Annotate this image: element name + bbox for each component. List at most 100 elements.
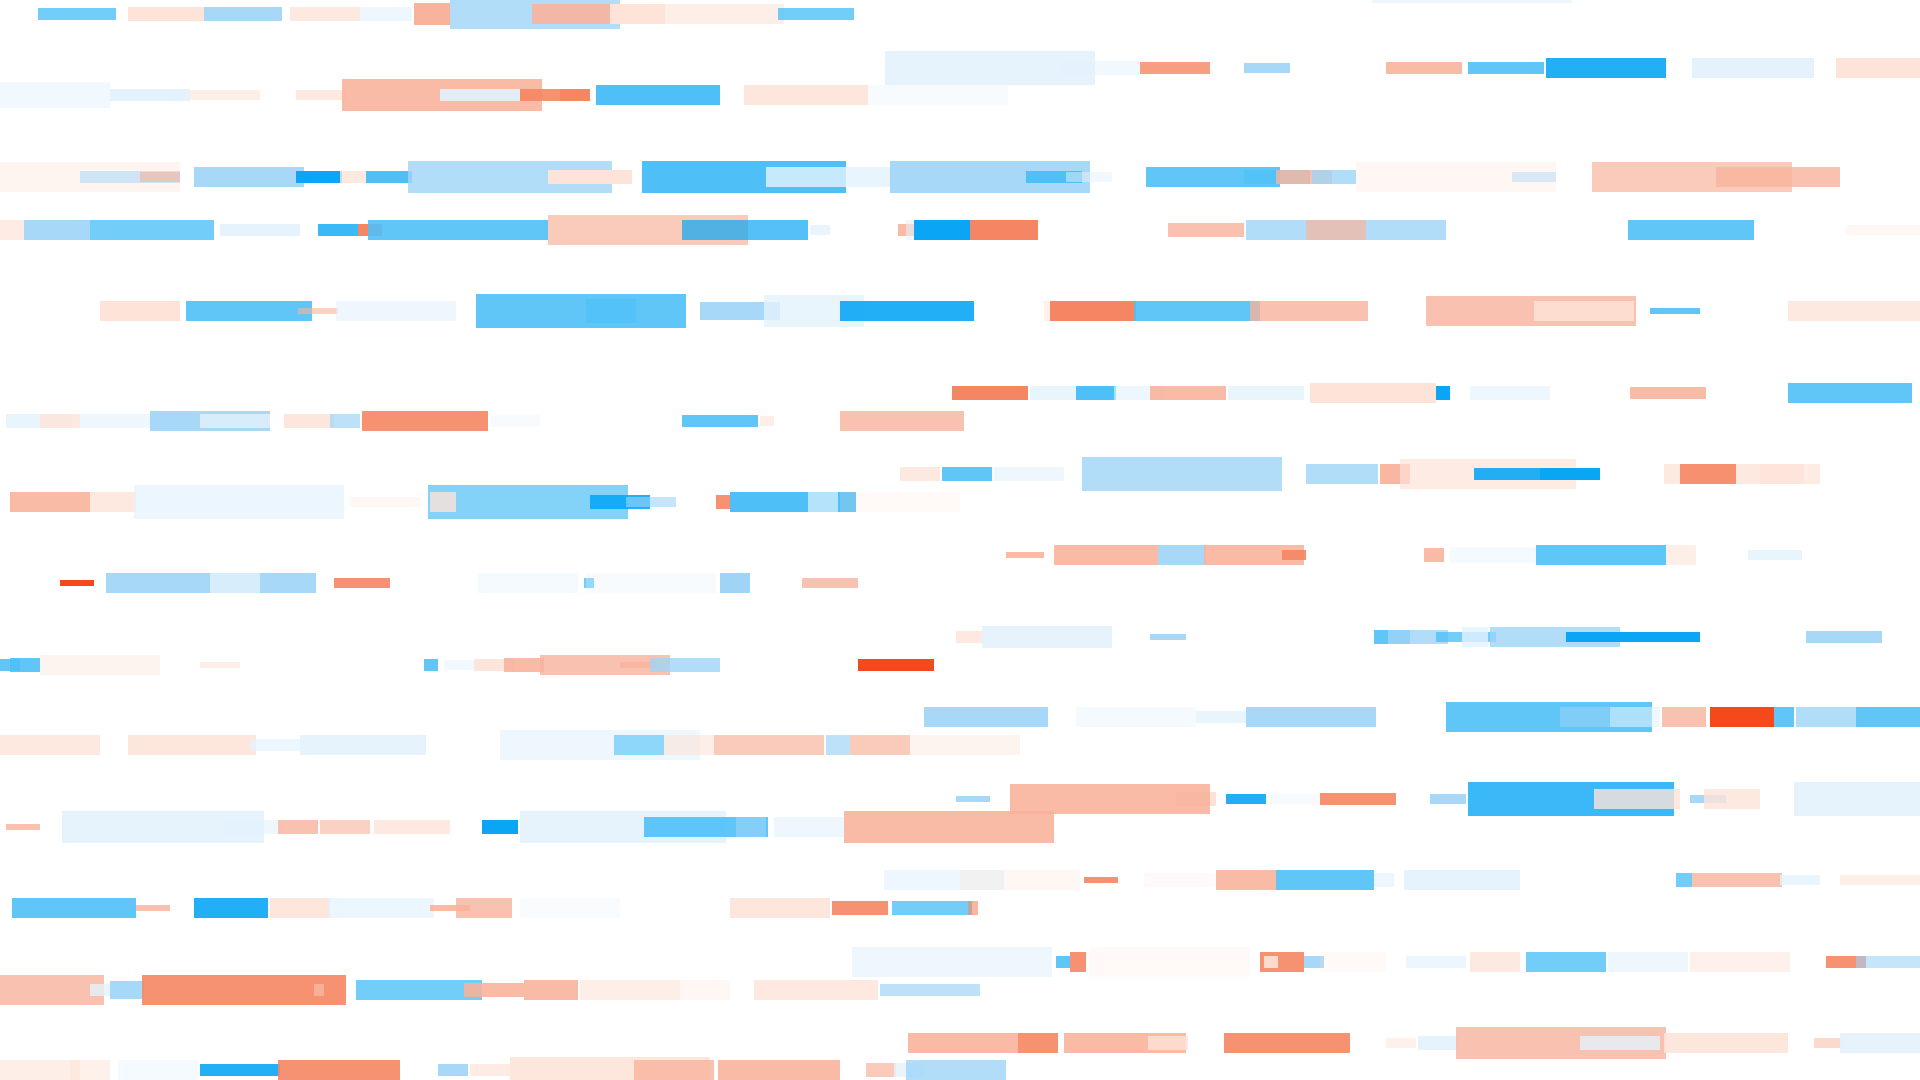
barcode-segment <box>730 898 830 918</box>
barcode-segment <box>580 980 680 1000</box>
barcode-segment <box>1070 952 1086 972</box>
barcode-segment <box>10 658 40 672</box>
barcode-segment <box>1680 464 1736 484</box>
barcode-segment <box>802 578 858 588</box>
barcode-segment <box>982 626 1112 648</box>
barcode-segment <box>220 224 300 236</box>
barcode-segment <box>250 739 300 751</box>
barcode-segment <box>960 870 1080 890</box>
barcode-segment <box>360 7 412 21</box>
barcode-segment <box>1856 707 1920 727</box>
barcode-segment <box>1374 873 1394 887</box>
barcode-segment <box>100 301 180 321</box>
barcode-segment <box>1796 707 1856 727</box>
barcode-segment <box>186 301 312 321</box>
barcode-segment <box>952 386 1028 400</box>
barcode-segment <box>1144 873 1214 887</box>
barcode-segment <box>490 415 540 427</box>
barcode-segment <box>906 1060 1006 1080</box>
barcode-segment <box>766 167 892 187</box>
barcode-segment <box>1676 873 1692 887</box>
barcode-segment <box>284 414 334 428</box>
barcode-segment <box>1250 301 1368 321</box>
barcode-segment <box>362 411 488 431</box>
barcode-segment <box>0 1060 80 1080</box>
barcode-segment <box>1692 58 1814 78</box>
barcode-segment <box>1430 794 1466 804</box>
barcode-segment <box>270 898 330 918</box>
barcode-segment <box>1526 952 1606 972</box>
barcode-segment <box>1050 301 1136 321</box>
barcode-segment <box>718 1060 840 1080</box>
barcode-segment <box>1304 956 1324 968</box>
barcode-segment <box>852 947 1052 977</box>
barcode-segment <box>970 220 1038 240</box>
barcode-segment <box>1388 630 1448 644</box>
barcode-segment <box>1312 170 1356 184</box>
barcode-segment <box>0 735 100 755</box>
barcode-segment <box>194 898 268 918</box>
barcode-segment <box>968 901 978 915</box>
barcode-segment <box>682 415 758 427</box>
barcode-segment <box>520 898 620 918</box>
barcode-segment <box>1630 387 1706 399</box>
barcode-segment <box>1470 386 1550 400</box>
barcode-segment <box>1320 793 1396 805</box>
barcode-segment <box>596 85 720 105</box>
barcode-segment <box>520 89 560 101</box>
barcode-segment <box>1228 386 1304 400</box>
barcode-segment <box>476 294 686 328</box>
barcode-segment <box>840 492 960 512</box>
barcode-segment <box>136 905 170 911</box>
barcode-segment <box>664 4 784 24</box>
barcode-segment <box>764 735 824 755</box>
barcode-segment <box>610 4 665 24</box>
barcode-segment <box>1066 172 1112 182</box>
barcode-segment <box>40 414 80 428</box>
barcode-segment <box>1306 220 1366 240</box>
barcode-segment <box>1090 947 1250 977</box>
barcode-segment <box>1270 794 1320 804</box>
barcode-segment <box>650 658 720 672</box>
barcode-segment <box>1836 58 1920 78</box>
barcode-segment <box>320 820 370 834</box>
barcode-segment <box>1406 956 1466 968</box>
barcode-segment <box>444 660 494 670</box>
barcode-segment <box>438 1064 468 1076</box>
barcode-segment <box>0 82 110 108</box>
barcode-segment <box>1536 545 1666 565</box>
barcode-segment <box>1306 464 1378 484</box>
barcode-segment <box>1716 167 1840 187</box>
barcode-segment <box>318 224 358 236</box>
barcode-segment <box>1468 62 1544 74</box>
barcode-segment <box>1560 707 1610 727</box>
barcode-segment <box>884 870 1004 890</box>
barcode-segment <box>440 89 520 101</box>
barcode-segment <box>200 662 240 668</box>
barcode-segment <box>1204 545 1304 565</box>
barcode-segment <box>942 467 992 481</box>
barcode-segment <box>1840 875 1920 885</box>
barcode-segment <box>1690 952 1790 972</box>
barcode-segment <box>1148 1036 1188 1050</box>
barcode-segment <box>844 811 1054 843</box>
barcode-segment <box>1774 707 1794 727</box>
barcode-segment <box>314 984 324 996</box>
barcode-segment <box>90 220 214 240</box>
barcode-segment <box>586 299 636 323</box>
barcode-segment <box>548 170 632 184</box>
barcode-segment <box>1010 784 1210 814</box>
barcode-segment <box>142 975 346 1005</box>
barcode-segment <box>110 89 190 101</box>
barcode-segment <box>682 220 808 240</box>
barcode-segment <box>900 467 940 481</box>
barcode-segment <box>840 301 974 321</box>
barcode-segment <box>504 658 544 672</box>
barcode-segment <box>430 905 470 911</box>
barcode-segment <box>858 659 934 671</box>
barcode-segment <box>328 898 434 918</box>
barcode-segment <box>1264 956 1278 968</box>
barcode-segment <box>1840 1033 1920 1053</box>
